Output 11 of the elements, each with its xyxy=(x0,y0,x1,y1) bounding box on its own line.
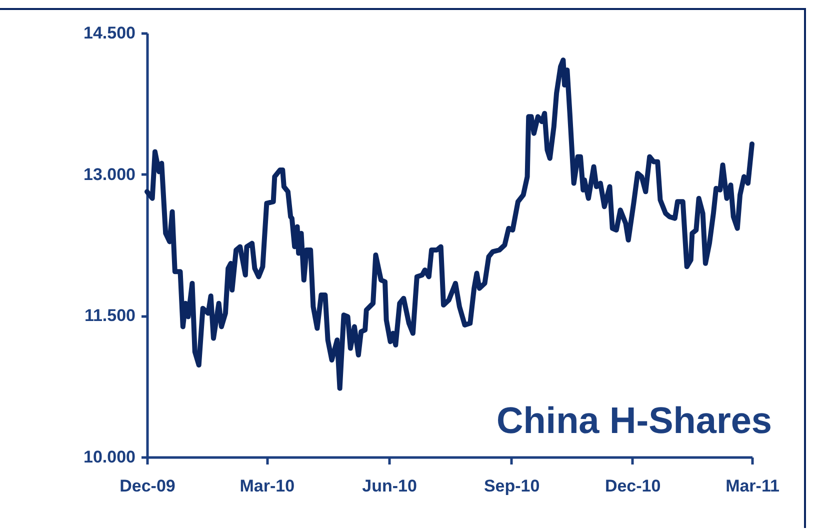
text: China H-Shares xyxy=(496,400,772,441)
x-tick-label: Mar-11 xyxy=(726,476,780,496)
y-tick-label: 10.000 xyxy=(84,448,136,466)
x-tick-label: Dec-09 xyxy=(120,476,176,496)
x-tick-label: Mar-10 xyxy=(240,476,295,496)
y-tick-label: 13.000 xyxy=(84,164,136,184)
x-tick-label: Dec-10 xyxy=(604,476,661,496)
y-tick-label: 11.500 xyxy=(84,306,136,326)
x-tick-label: Jun-10 xyxy=(362,476,417,496)
y-tick-label: 14.500 xyxy=(84,24,136,42)
x-tick-label: Sep-10 xyxy=(484,476,540,496)
